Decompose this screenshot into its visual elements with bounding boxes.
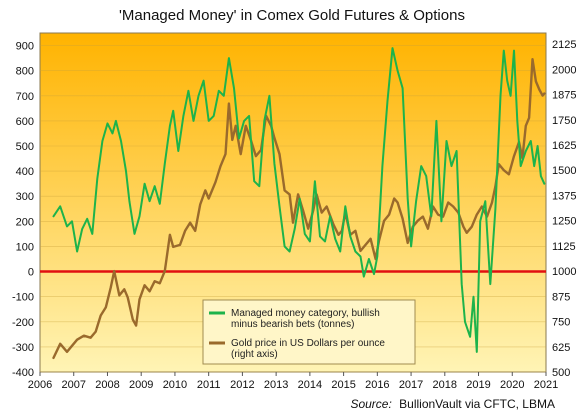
x-tick-label: 2017 [399,379,423,391]
left-tick-label: -200 [12,317,34,329]
left-axis-ticks: 900 800 700 600 500 400 300 200 100 0 -100 -200 -300… [12,41,34,379]
x-tick-label: 2006 [28,379,52,391]
legend-label: (right axis) [231,349,278,360]
series-layer [52,47,546,360]
right-tick-label: 2125 [552,39,576,51]
source-prefix: Source: [350,397,391,411]
source-note: Source: BullionVault via CFTC, LBMA [350,397,555,411]
x-tick-label: 2015 [331,379,355,391]
right-tick-label: 1625 [552,140,576,152]
x-tick-label: 2020 [500,379,524,391]
legend-label: minus bearish bets (tonnes) [231,319,354,330]
right-tick-label: 625 [552,342,570,354]
legend-box [202,299,416,365]
right-tick-label: 1375 [552,190,576,202]
x-tick-label: 2009 [129,379,153,391]
left-tick-label: 700 [16,91,34,103]
x-tick-label: 2018 [433,379,457,391]
source-text: BullionVault via CFTC, LBMA [399,397,555,411]
left-tick-label: 0 [28,267,34,279]
legend-label: Managed money category, bullish [231,308,380,319]
x-tick-label: 2008 [95,379,119,391]
right-tick-label: 1875 [552,90,576,102]
right-tick-label: 1000 [552,266,576,278]
left-tick-label: -300 [12,342,34,354]
left-tick-label: 300 [16,191,34,203]
chart-title: 'Managed Money' in Comex Gold Futures & … [119,7,465,24]
left-tick-label: 900 [16,41,34,53]
left-tick-label: 800 [16,66,34,78]
left-tick-label: 100 [16,241,34,253]
right-tick-label: 1750 [552,115,576,127]
right-tick-label: 1125 [552,241,576,253]
x-tick-label: 2011 [197,379,221,391]
x-tick-label: 2012 [230,379,254,391]
legend-label: Gold price in US Dollars per ounce [231,338,385,349]
x-tick-label: 2013 [264,379,288,391]
gold-price-series [52,58,546,360]
x-tick-label: 2014 [298,379,322,391]
x-tick-label: 2016 [365,379,389,391]
right-axis-ticks: 2125 2000 1875 1750 1625 1500 1375 1250 1125 1000… [552,39,576,379]
x-tick-label: 2021 [534,379,558,391]
left-tick-label: -100 [12,292,34,304]
left-tick-label: 500 [16,141,34,153]
x-tick-label: 2010 [163,379,187,391]
left-tick-label: 600 [16,116,34,128]
left-tick-label: 200 [16,216,34,228]
right-tick-label: 500 [552,367,570,379]
left-tick-label: 400 [16,166,34,178]
right-tick-label: 750 [552,317,570,329]
right-tick-label: 1250 [552,216,576,228]
right-tick-label: 2000 [552,64,576,76]
x-axis-ticks: 2006 2007 2008 2009 2010 2011 2012 2013 2014 2015… [28,372,558,391]
x-tick-label: 2007 [61,379,85,391]
right-tick-label: 875 [552,291,570,303]
x-tick-label: 2019 [466,379,490,391]
left-tick-label: -400 [12,367,34,379]
right-tick-label: 1500 [552,165,576,177]
managed-money-series [52,47,546,353]
